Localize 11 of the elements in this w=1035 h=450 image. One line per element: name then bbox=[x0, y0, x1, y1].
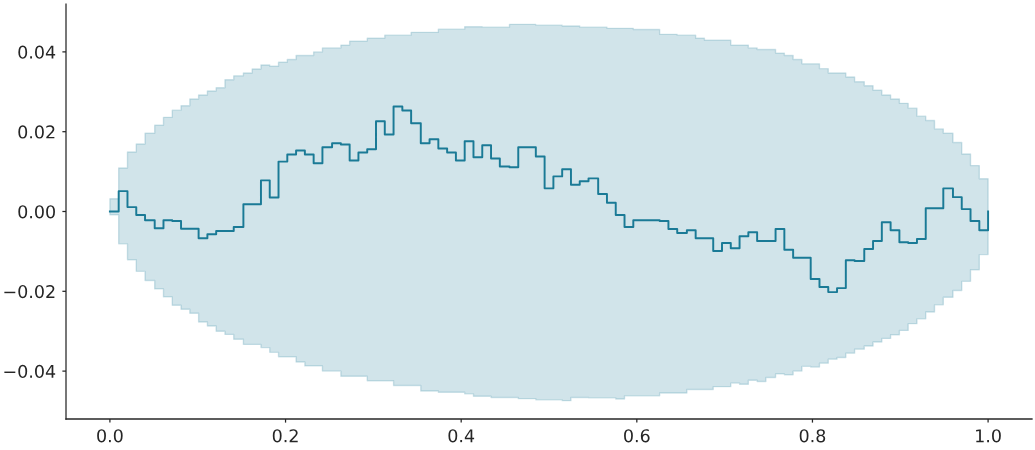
x-tick-label: 0.6 bbox=[624, 429, 650, 443]
x-tick-label: 0.0 bbox=[97, 429, 123, 443]
x-tick-label: 0.2 bbox=[272, 429, 298, 443]
x-tick-label: 1.0 bbox=[976, 429, 1001, 443]
y-tick-label: −0.02 bbox=[4, 284, 55, 299]
y-tick-label: −0.04 bbox=[4, 364, 56, 379]
y-tick-label: 0.00 bbox=[18, 205, 55, 219]
y-tick-label: 0.02 bbox=[18, 125, 55, 139]
y-tick-label: 0.04 bbox=[18, 45, 56, 59]
x-tick-label: 0.4 bbox=[448, 429, 475, 443]
x-tick-label: 0.8 bbox=[799, 429, 826, 443]
